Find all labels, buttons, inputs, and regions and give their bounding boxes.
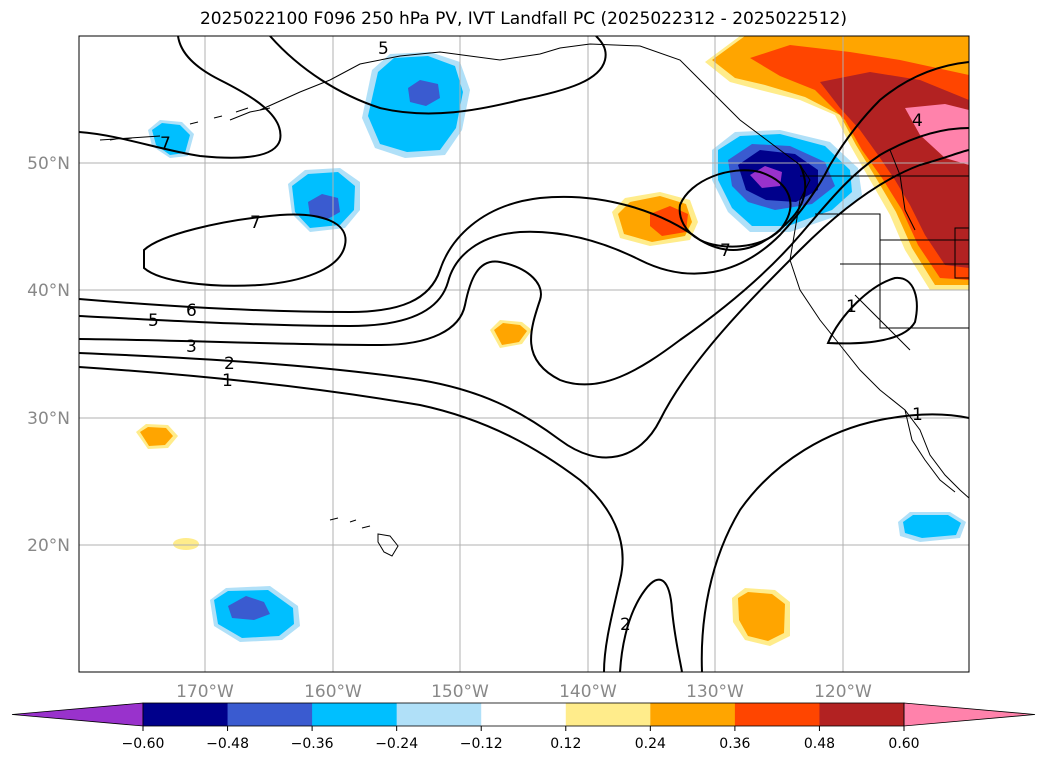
map-frame xyxy=(78,35,970,673)
contour-label-7-northwest: 7 xyxy=(160,134,171,154)
colorbar-tick-label: −0.60 xyxy=(122,736,165,752)
longitude-labels: 170°W 160°W 150°W 140°W 130°W 120°W xyxy=(176,682,872,702)
lat-label-40n: 40°N xyxy=(27,281,70,301)
ivt-contours xyxy=(79,36,969,672)
colorbar-extend-high xyxy=(903,702,1036,727)
contour-label-1: 1 xyxy=(222,371,233,391)
lon-label-140w: 140°W xyxy=(559,682,617,702)
colorbar-segment xyxy=(227,703,313,726)
colorbar-segment xyxy=(143,703,229,726)
colorbar-outline xyxy=(142,702,905,727)
colorbar-tick-label: −0.48 xyxy=(206,736,249,752)
lat-label-50n: 50°N xyxy=(27,154,70,174)
colorbar-segment xyxy=(819,703,905,726)
lon-label-170w: 170°W xyxy=(176,682,234,702)
pc-negative-shading xyxy=(148,52,966,642)
lon-label-130w: 130°W xyxy=(686,682,744,702)
colorbar-segment xyxy=(734,703,820,726)
contour-label-5: 5 xyxy=(148,311,159,331)
graticule xyxy=(79,36,969,672)
lon-label-120w: 120°W xyxy=(814,682,872,702)
contour-label-7-west: 7 xyxy=(250,213,261,233)
colorbar-tick-label: 0.36 xyxy=(719,736,750,752)
colorbar-segment xyxy=(481,703,567,726)
colorbar-segment xyxy=(650,703,736,726)
lon-label-150w: 150°W xyxy=(431,682,489,702)
lon-label-160w: 160°W xyxy=(304,682,362,702)
lat-label-20n: 20°N xyxy=(27,536,70,556)
contour-label-1-california: 1 xyxy=(846,297,857,317)
colorbar-segment xyxy=(312,703,398,726)
chart-title: 2025022100 F096 250 hPa PV, IVT Landfall… xyxy=(199,9,847,29)
contour-label-6: 6 xyxy=(186,301,197,321)
colorbar-tick-label: 0.60 xyxy=(888,736,919,752)
colorbar-tick-label: 0.24 xyxy=(635,736,666,752)
colorbar-tick-label: −0.12 xyxy=(460,736,503,752)
colorbar-segment xyxy=(396,703,482,726)
colorbar-tick-label: −0.24 xyxy=(375,736,418,752)
contour-label-4: 4 xyxy=(912,111,923,131)
colorbar-segment xyxy=(565,703,651,726)
map-background xyxy=(79,36,969,672)
lat-label-30n: 30°N xyxy=(27,409,70,429)
contour-label-2: 2 xyxy=(224,354,235,374)
contour-labels: 7 7 7 6 5 3 2 1 4 1 2 1 5 xyxy=(148,39,923,635)
colorbar-tick-label: −0.36 xyxy=(291,736,334,752)
colorbar-tick-label: 0.48 xyxy=(804,736,835,752)
colorbar-tick-label: 0.12 xyxy=(550,736,581,752)
contour-label-3: 3 xyxy=(186,337,197,357)
colorbar: −0.60 −0.48 −0.36 −0.24 −0.12 0.12 0.24 0.36 0.4… xyxy=(11,702,1036,752)
pc-positive-shading xyxy=(136,36,969,646)
contour-label-2-south: 2 xyxy=(620,615,631,635)
colorbar-extend-low xyxy=(11,702,144,727)
coastlines xyxy=(99,43,969,557)
contour-label-7-east: 7 xyxy=(720,241,731,261)
latitude-labels: 50°N 40°N 30°N 20°N xyxy=(27,154,70,556)
contour-label-1-east: 1 xyxy=(912,405,923,425)
contour-label-5-north: 5 xyxy=(378,39,389,59)
